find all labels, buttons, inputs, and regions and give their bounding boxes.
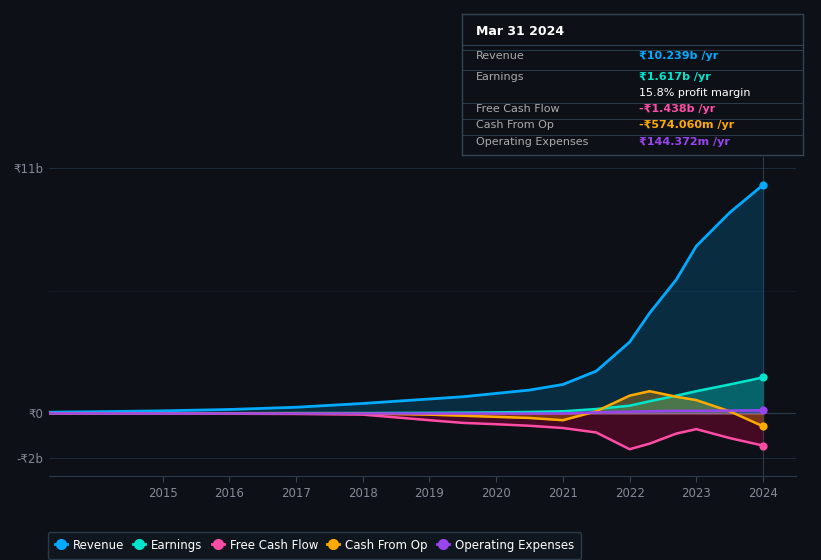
Text: Mar 31 2024: Mar 31 2024 (475, 25, 564, 38)
Text: -₹574.060m /yr: -₹574.060m /yr (640, 120, 735, 130)
Point (756, 180, 769, 189)
Text: -₹1.438b /yr: -₹1.438b /yr (640, 104, 716, 114)
Point (756, 441, 769, 450)
Point (756, 406, 769, 415)
Text: ₹144.372m /yr: ₹144.372m /yr (640, 137, 730, 147)
Text: 15.8% profit margin: 15.8% profit margin (640, 88, 751, 98)
Text: ₹10.239b /yr: ₹10.239b /yr (640, 52, 718, 61)
Text: Revenue: Revenue (475, 52, 525, 61)
Text: Free Cash Flow: Free Cash Flow (475, 104, 559, 114)
Legend: Revenue, Earnings, Free Cash Flow, Cash From Op, Operating Expenses: Revenue, Earnings, Free Cash Flow, Cash … (48, 532, 581, 559)
Text: Operating Expenses: Operating Expenses (475, 137, 588, 147)
Text: Cash From Op: Cash From Op (475, 120, 553, 130)
Point (756, 373, 769, 382)
Text: ₹1.617b /yr: ₹1.617b /yr (640, 72, 711, 82)
Text: Earnings: Earnings (475, 72, 524, 82)
Point (756, 422, 769, 431)
